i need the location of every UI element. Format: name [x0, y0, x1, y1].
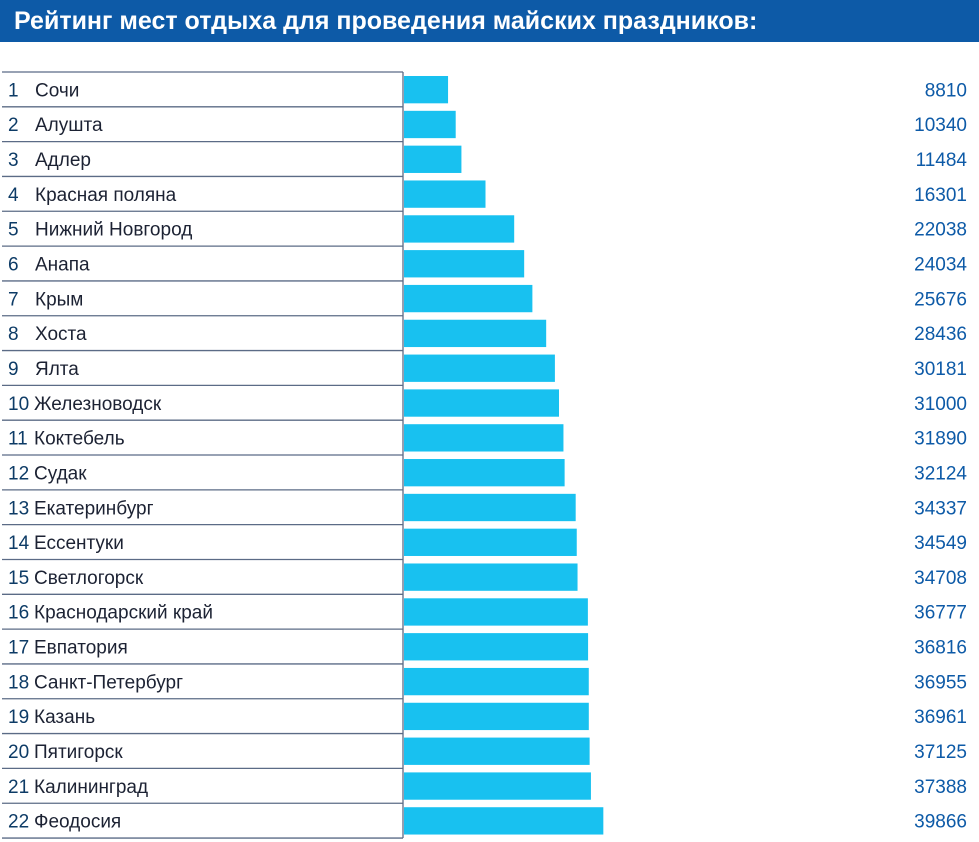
rank-label: 3 — [8, 150, 19, 171]
place-name-label: Хоста — [35, 324, 87, 345]
value-label: 31000 — [914, 394, 967, 415]
place-name-label: Железноводск — [34, 394, 162, 415]
place-name-label: Ессентуки — [34, 533, 124, 554]
chart-title: Рейтинг мест отдыха для проведения майск… — [14, 7, 758, 35]
bar-11 — [404, 424, 564, 452]
bar-13 — [404, 493, 576, 522]
title-banner: Рейтинг мест отдыха для проведения майск… — [0, 0, 979, 42]
value-label: 34337 — [914, 498, 967, 519]
rank-label: 9 — [8, 359, 19, 380]
value-label: 25676 — [914, 289, 967, 310]
place-name-label: Крым — [35, 289, 83, 310]
rank-label: 13 — [8, 498, 29, 519]
bar-6 — [404, 250, 525, 278]
value-label: 22038 — [914, 220, 967, 241]
value-label: 36816 — [914, 638, 967, 659]
bar-18 — [404, 667, 589, 696]
rank-label: 18 — [8, 672, 29, 693]
value-label: 36955 — [914, 672, 967, 693]
value-label: 36777 — [914, 603, 967, 624]
rank-label: 1 — [8, 80, 19, 101]
bar-16 — [404, 598, 588, 626]
bar-12 — [404, 459, 565, 487]
place-name-label: Калининград — [34, 777, 148, 798]
place-name-label: Пятигорск — [34, 742, 123, 763]
bar-5 — [404, 215, 515, 243]
value-label: 28436 — [914, 324, 967, 345]
bar-8 — [404, 319, 547, 348]
place-name-label: Ялта — [35, 359, 79, 380]
place-name-label: Нижний Новгород — [35, 220, 192, 241]
bar-22 — [404, 807, 604, 835]
rank-label: 4 — [8, 185, 19, 206]
value-label: 39866 — [914, 812, 967, 833]
rank-label: 17 — [8, 638, 29, 659]
bar-19 — [404, 702, 589, 731]
value-label: 36961 — [914, 707, 967, 728]
place-name-label: Алушта — [35, 115, 103, 136]
place-name-label: Сочи — [35, 80, 79, 101]
rank-label: 14 — [8, 533, 30, 554]
place-name-label: Феодосия — [34, 812, 121, 833]
rank-label: 5 — [8, 220, 19, 241]
bar-9 — [404, 354, 555, 382]
rank-label: 2 — [8, 115, 19, 136]
rank-label: 22 — [8, 812, 29, 833]
value-label: 16301 — [914, 185, 967, 206]
bar-2 — [404, 110, 456, 139]
place-name-label: Анапа — [35, 255, 90, 276]
place-name-label: Санкт-Петербург — [34, 672, 183, 693]
rank-label: 19 — [8, 707, 29, 728]
value-label: 34708 — [914, 568, 967, 589]
place-name-label: Екатеринбург — [34, 498, 154, 519]
value-label: 34549 — [914, 533, 967, 554]
value-label: 30181 — [914, 359, 967, 380]
value-label: 37125 — [914, 742, 967, 763]
bar-4 — [404, 180, 486, 208]
bar-21 — [404, 772, 591, 800]
rank-label: 16 — [8, 603, 29, 624]
rank-label: 6 — [8, 255, 19, 276]
place-name-label: Коктебель — [34, 429, 125, 450]
place-name-label: Светлогорск — [34, 568, 144, 589]
place-name-label: Евпатория — [34, 638, 128, 659]
value-label: 31890 — [914, 429, 967, 450]
rank-label: 10 — [8, 394, 29, 415]
place-name-label: Адлер — [35, 150, 91, 171]
value-label: 37388 — [914, 777, 967, 798]
rank-label: 11 — [8, 429, 28, 450]
bar-17 — [404, 633, 589, 661]
place-name-label: Краснодарский край — [34, 603, 213, 624]
place-name-label: Судак — [34, 463, 87, 484]
bar-7 — [404, 284, 533, 313]
rank-label: 20 — [8, 742, 29, 763]
value-label: 24034 — [914, 255, 967, 276]
bar-10 — [404, 389, 559, 417]
value-label: 8810 — [925, 80, 967, 101]
bar-15 — [404, 563, 578, 591]
rank-label: 7 — [8, 289, 19, 310]
bar-3 — [404, 145, 462, 173]
bar-20 — [404, 737, 590, 765]
rank-label: 12 — [8, 463, 29, 484]
bar-14 — [404, 528, 577, 556]
value-label: 11484 — [916, 150, 968, 171]
rank-label: 8 — [8, 324, 19, 345]
value-label: 10340 — [914, 115, 967, 136]
bar-1 — [404, 76, 449, 104]
rank-label: 21 — [8, 777, 29, 798]
value-label: 32124 — [914, 463, 967, 484]
place-name-label: Красная поляна — [35, 185, 177, 206]
rank-label: 15 — [8, 568, 29, 589]
place-name-label: Казань — [34, 707, 95, 728]
